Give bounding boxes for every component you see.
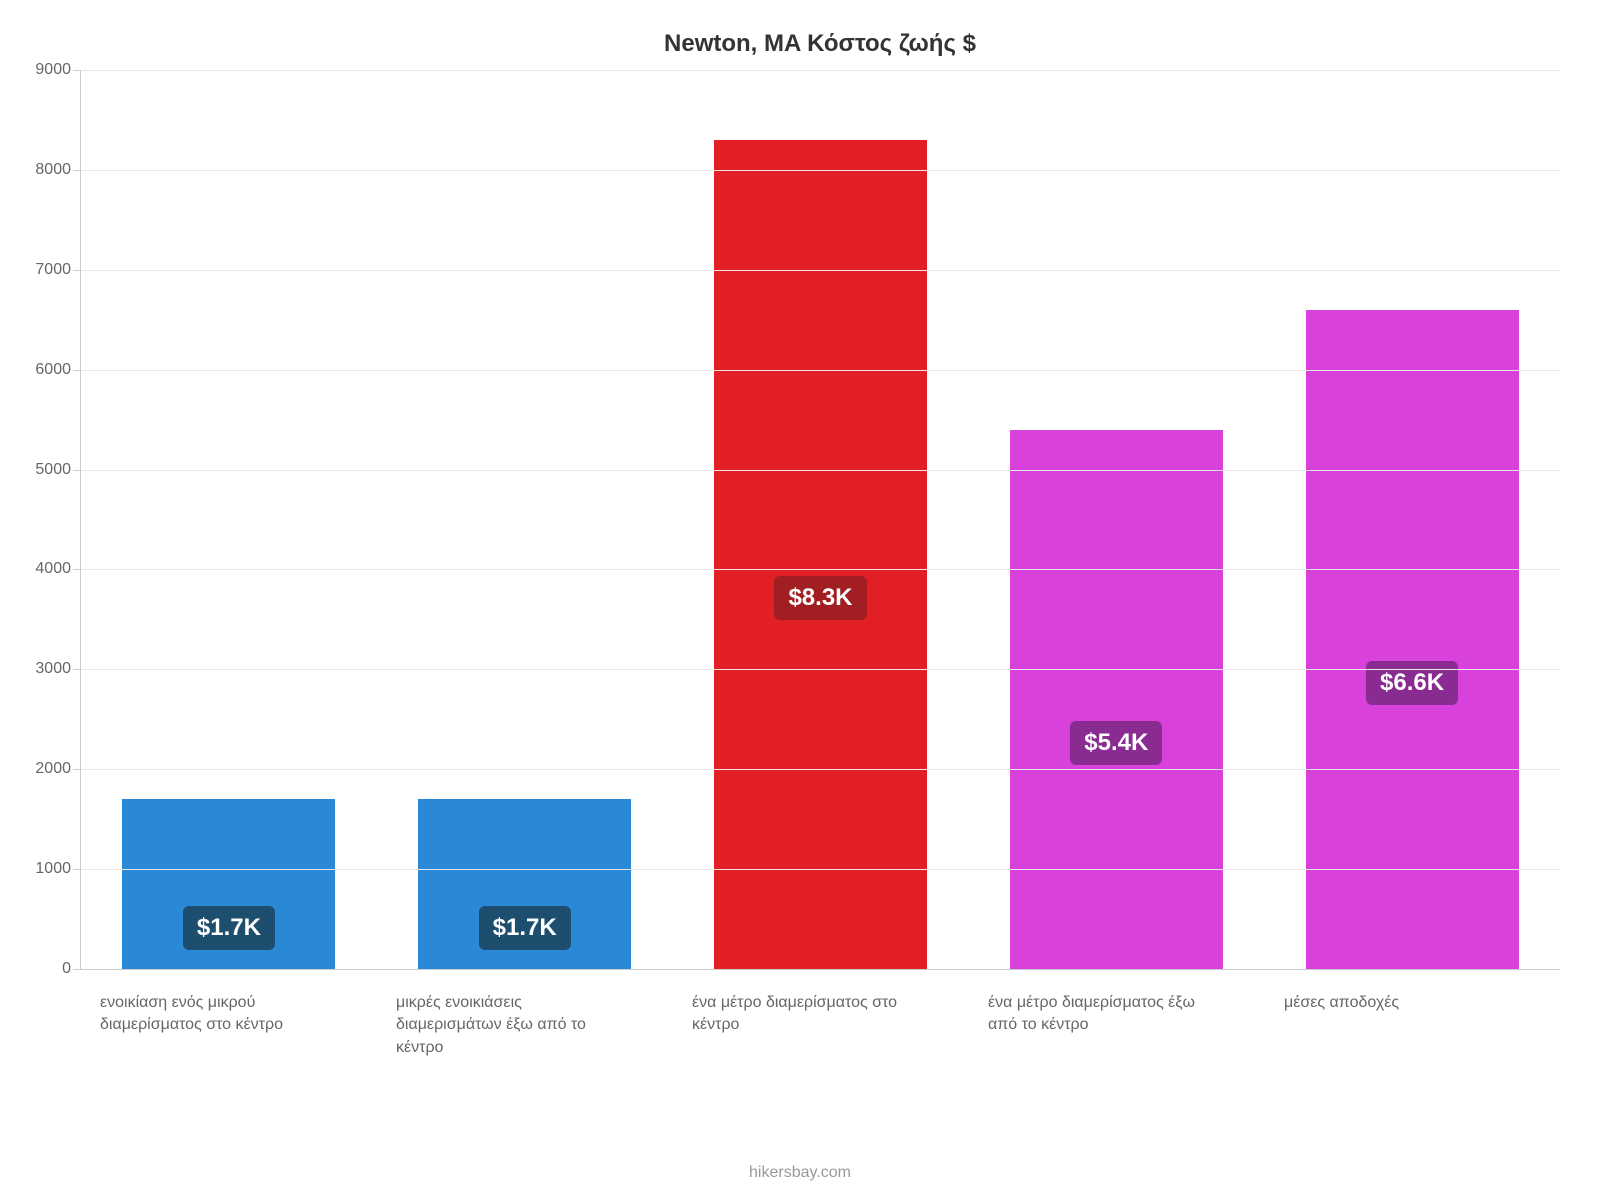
gridline xyxy=(81,470,1560,471)
x-axis-label: ένα μέτρο διαμερίσματος έξω από το κέντρ… xyxy=(988,992,1208,1037)
bar-slot: $8.3K xyxy=(673,70,969,969)
gridline xyxy=(81,270,1560,271)
value-badge: $6.6K xyxy=(1366,661,1458,705)
bar: $6.6K xyxy=(1306,310,1519,969)
y-tick-label: 8000 xyxy=(35,161,81,179)
gridline xyxy=(81,669,1560,670)
value-badge: $1.7K xyxy=(183,906,275,950)
chart-container: Newton, MA Κόστος ζωής $ $1.7K $1.7K $8.3K… xyxy=(0,0,1600,1200)
value-badge: $8.3K xyxy=(774,576,866,620)
gridline xyxy=(81,569,1560,570)
credit-text: hikersbay.com xyxy=(0,1164,1600,1182)
bars-layer: $1.7K $1.7K $8.3K $5.4K $6.6K xyxy=(81,70,1560,969)
value-badge: $1.7K xyxy=(479,906,571,950)
y-tick-label: 0 xyxy=(62,960,81,978)
bar: $1.7K xyxy=(122,799,335,969)
chart-title: Newton, MA Κόστος ζωής $ xyxy=(80,30,1560,58)
y-tick-label: 9000 xyxy=(35,61,81,79)
bar-slot: $6.6K xyxy=(1264,70,1560,969)
y-tick-label: 4000 xyxy=(35,560,81,578)
plot-area: $1.7K$1.7K$8.3K$5.4K$6.6K 01000200030004… xyxy=(80,70,1560,970)
bar-slot: $1.7K xyxy=(377,70,673,969)
gridline xyxy=(81,869,1560,870)
gridline xyxy=(81,769,1560,770)
x-axis-labels: ενοικίαση ενός μικρού διαμερίσματος στο … xyxy=(80,992,1560,1059)
value-badge: $5.4K xyxy=(1070,721,1162,765)
y-tick-label: 7000 xyxy=(35,261,81,279)
x-label-slot: μικρές ενοικιάσεις διαμερισμάτων έξω από… xyxy=(376,992,672,1059)
bar-slot: $1.7K xyxy=(81,70,377,969)
gridline xyxy=(81,370,1560,371)
y-tick-label: 6000 xyxy=(35,361,81,379)
x-label-slot: ενοικίαση ενός μικρού διαμερίσματος στο … xyxy=(80,992,376,1059)
bar: $8.3K xyxy=(714,140,927,969)
y-tick-label: 1000 xyxy=(35,860,81,878)
x-label-slot: ένα μέτρο διαμερίσματος στο κέντρο xyxy=(672,992,968,1059)
y-tick-label: 3000 xyxy=(35,660,81,678)
bar: $1.7K xyxy=(418,799,631,969)
x-label-slot: ένα μέτρο διαμερίσματος έξω από το κέντρ… xyxy=(968,992,1264,1059)
x-axis-label: μέσες αποδοχές xyxy=(1284,992,1504,1014)
y-tick-label: 5000 xyxy=(35,461,81,479)
bar: $5.4K xyxy=(1010,430,1223,969)
x-label-slot: μέσες αποδοχές xyxy=(1264,992,1560,1059)
x-axis-label: μικρές ενοικιάσεις διαμερισμάτων έξω από… xyxy=(396,992,616,1059)
gridline xyxy=(81,170,1560,171)
gridline xyxy=(81,70,1560,71)
x-axis-label: ένα μέτρο διαμερίσματος στο κέντρο xyxy=(692,992,912,1037)
x-axis-label: ενοικίαση ενός μικρού διαμερίσματος στο … xyxy=(100,992,320,1037)
bar-slot: $5.4K xyxy=(968,70,1264,969)
y-tick-label: 2000 xyxy=(35,760,81,778)
